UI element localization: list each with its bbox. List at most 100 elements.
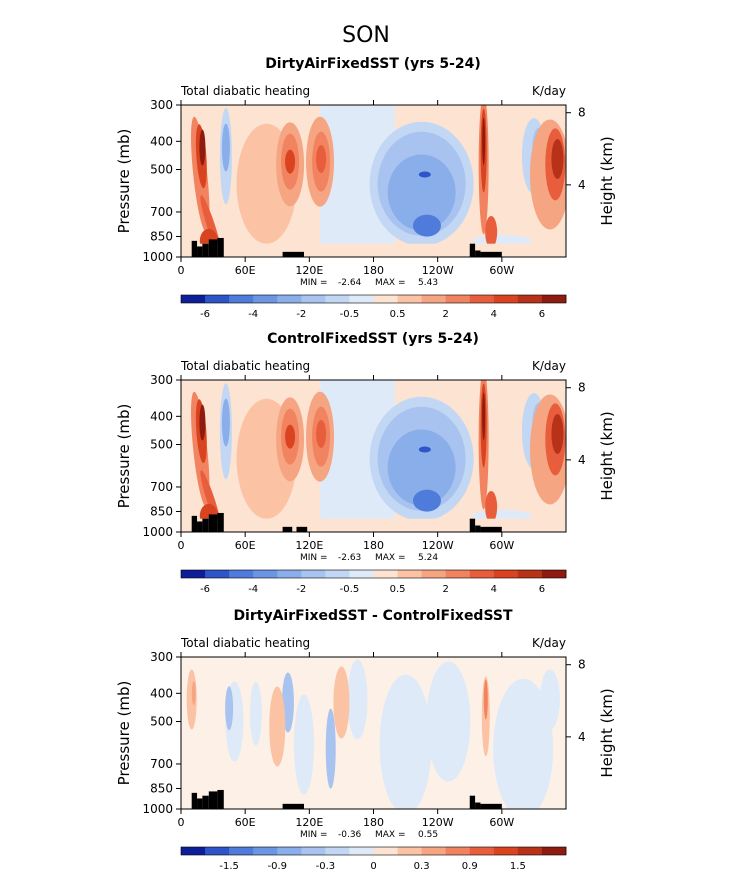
terrain-block [480, 803, 502, 809]
y-right-tick-label: 4 [578, 453, 586, 467]
colorbar-swatch [493, 847, 519, 855]
y-right-tick-label: 8 [578, 106, 586, 120]
x-tick-label: 0 [178, 539, 185, 552]
y-right-tick-label: 4 [578, 178, 586, 192]
y-tick-label: 1000 [142, 802, 173, 816]
y-tick-label: 500 [150, 162, 173, 176]
panel-3: DirtyAirFixedSST - ControlFixedSST Total … [115, 608, 616, 872]
cool-core-pacific [412, 214, 441, 237]
cool-anomaly-core [325, 708, 336, 789]
terrain-block [191, 515, 198, 532]
y-right-axis-label: Height (km) [598, 411, 616, 500]
terrain-block [282, 803, 304, 809]
y-axis-label: Pressure (mb) [115, 129, 133, 234]
min-label: MIN = [300, 553, 328, 563]
warm-core-maritime [316, 144, 327, 173]
colorbar-swatch [445, 570, 471, 578]
colorbar-label: -6 [200, 584, 210, 595]
warm-lowlevel-samerica [485, 490, 498, 523]
terrain-block [469, 518, 476, 532]
terrain-block [469, 243, 476, 257]
terrain-block [475, 250, 481, 257]
y-tick-label: 400 [150, 686, 173, 700]
colorbar-swatch [517, 295, 543, 303]
x-tick-label: 180 [363, 539, 384, 552]
max-value: 5.43 [418, 278, 438, 288]
warm-core-maritime [316, 419, 327, 448]
colorbar-swatch [277, 295, 302, 303]
terrain-block [208, 791, 218, 809]
colorbar-label: 0.3 [414, 861, 430, 872]
y-tick-label: 400 [150, 134, 173, 148]
colorbar-swatch [181, 570, 206, 578]
field-area [181, 380, 566, 532]
colorbar-swatch [469, 570, 495, 578]
x-tick-label: 180 [363, 264, 384, 277]
colorbar-label: -4 [248, 309, 258, 320]
colorbar-swatch [349, 847, 374, 855]
terrain-block [197, 521, 203, 532]
colorbar-label: 6 [539, 309, 545, 320]
terrain-block [202, 795, 209, 809]
terrain-block [208, 514, 218, 532]
warm-core-samerica [482, 392, 486, 441]
terrain-block [202, 518, 209, 532]
y-tick-label: 700 [150, 757, 173, 771]
x-tick-label: 60W [489, 816, 514, 829]
max-value: 0.55 [418, 830, 438, 840]
panel-label-left: Total diabatic heating [180, 359, 310, 373]
colorbar: -1.5 -0.9 -0.3 0 0.3 0.9 1.5 [180, 846, 567, 872]
panel-units: K/day [532, 359, 566, 373]
y-right-tick-label: 4 [578, 730, 586, 744]
colorbar-swatch [205, 570, 230, 578]
warm-core-samerica [482, 117, 486, 166]
x-tick-label: 180 [363, 816, 384, 829]
y-tick-label: 850 [150, 504, 173, 518]
x-tick-label: 120W [422, 539, 454, 552]
colorbar-swatch [349, 570, 374, 578]
cool-strip-60e [221, 123, 230, 172]
cool-anomaly [493, 678, 554, 809]
y-axis-label: Pressure (mb) [115, 681, 133, 786]
colorbar-swatch [301, 847, 326, 855]
y-right-tick-label: 8 [578, 658, 586, 672]
cool-dot-pacific [418, 171, 431, 178]
colorbar-label: -0.5 [340, 584, 360, 595]
min-value: -2.64 [338, 278, 362, 288]
colorbar-swatch [253, 570, 278, 578]
colorbar-label: 0.5 [390, 584, 406, 595]
x-tick-label: 60W [489, 539, 514, 552]
colorbar-swatch [373, 847, 398, 855]
warm-lowlevel-samerica [485, 215, 498, 248]
min-label: MIN = [300, 830, 328, 840]
colorbar-swatch [301, 570, 326, 578]
panel-title: DirtyAirFixedSST (yrs 5-24) [265, 56, 481, 72]
terrain-block [208, 239, 218, 257]
x-tick-label: 60W [489, 264, 514, 277]
colorbar-swatch [517, 847, 543, 855]
cool-anomaly [539, 669, 560, 730]
terrain-block [480, 251, 502, 257]
colorbar-swatch [469, 847, 495, 855]
colorbar-swatch [517, 570, 543, 578]
colorbar-swatch [229, 847, 254, 855]
colorbar-swatch [181, 847, 206, 855]
y-tick-label: 300 [150, 650, 173, 664]
colorbar-swatch [421, 847, 447, 855]
colorbar: -6 -4 -2 -0.5 0.5 2 4 6 [180, 569, 567, 595]
colorbar-swatch [181, 295, 206, 303]
colorbar-swatch [325, 295, 350, 303]
terrain-block [191, 792, 198, 809]
cool-anomaly-core [225, 686, 234, 731]
panel-label-left: Total diabatic heating [180, 84, 310, 98]
cool-region-pacific [387, 429, 456, 506]
terrain-block [475, 802, 481, 809]
panel-title: DirtyAirFixedSST - ControlFixedSST [233, 608, 513, 624]
terrain-block [217, 237, 224, 257]
cool-dot-pacific [418, 446, 431, 453]
colorbar-label: 2 [443, 584, 449, 595]
cool-anomaly [426, 661, 471, 782]
colorbar-swatch [445, 847, 471, 855]
max-value: 5.24 [418, 553, 438, 563]
